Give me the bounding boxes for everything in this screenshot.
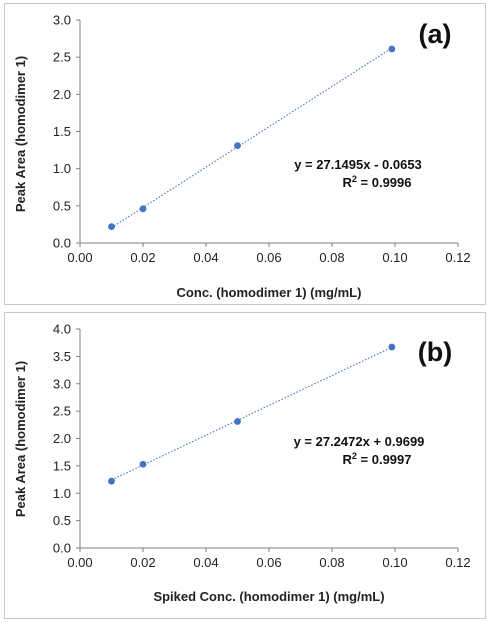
x-tick-label-b: 0.00: [67, 555, 92, 570]
y-tick-label-b: 1.5: [53, 458, 71, 473]
chart-panel-a: 0.0 0.5 1.0 1.5 2.0 2.5 3.0 0.00 0.02 0.04 0.06 0.0…: [4, 3, 486, 305]
trendline-a: [111, 47, 393, 229]
data-point-b: [108, 477, 115, 485]
y-tick-label-a: 2.0: [53, 87, 71, 102]
y-tick-label-b: 0.5: [53, 513, 71, 528]
y-axis-title-b: Peak Area (homodimer 1): [13, 361, 28, 517]
chart-a: 0.0 0.5 1.0 1.5 2.0 2.5 3.0 0.00 0.02 0.04 0.06 0.0…: [13, 13, 471, 301]
x-axis-title-b: Spiked Conc. (homodimer 1) (mg/mL): [153, 589, 384, 604]
x-tick-label-a: 0.12: [445, 250, 470, 265]
r-squared-a: R2 = 0.9996: [343, 174, 412, 190]
x-tick-label-a: 0.10: [382, 250, 407, 265]
data-point-a: [388, 45, 396, 53]
x-tick-label-a: 0.02: [130, 250, 155, 265]
data-point-b: [388, 343, 396, 351]
y-tick-label-a: 1.0: [53, 161, 71, 176]
r-squared-b: R2 = 0.9997: [343, 451, 412, 467]
x-tick-label-a: 0.04: [193, 250, 218, 265]
y-tick-label-b: 3.5: [53, 349, 71, 364]
y-tick-label-a: 3.0: [53, 13, 71, 28]
y-tick-label-a: 0.5: [53, 198, 71, 213]
y-tick-label-b: 2.5: [53, 404, 71, 419]
x-tick-label-a: 0.08: [319, 250, 344, 265]
x-tick-label-b: 0.08: [319, 555, 344, 570]
x-tick-label-b: 0.02: [130, 555, 155, 570]
data-point-b: [139, 460, 147, 468]
y-tick-label-a: 2.5: [53, 50, 71, 65]
trendline-equation-b: y = 27.2472x + 0.9699: [294, 434, 425, 449]
x-tick-label-b: 0.12: [445, 555, 470, 570]
y-tick-label-b: 2.0: [53, 431, 71, 446]
y-tick-label-b: 3.0: [53, 376, 71, 391]
panel-label-a: (a): [419, 19, 452, 49]
y-tick-label-b: 4.0: [53, 322, 71, 337]
x-tick-label-a: 0.00: [67, 250, 92, 265]
data-point-b: [234, 418, 241, 425]
y-tick-label-b: 1.0: [53, 486, 71, 501]
chart-b: 0.0 0.5 1.0 1.5 2.0 2.5 3.0 3.5 4.0 0.00 0.02 0.04 0…: [13, 322, 471, 605]
y-tick-label-b: 0.0: [53, 541, 71, 556]
trendline-equation-a: y = 27.1495x - 0.0653: [294, 157, 422, 172]
x-axis-title-a: Conc. (homodimer 1) (mg/mL): [177, 285, 362, 300]
trendline-b: [111, 346, 393, 481]
data-point-a: [108, 223, 115, 231]
y-tick-label-a: 1.5: [53, 124, 71, 139]
x-tick-label-b: 0.04: [193, 555, 218, 570]
data-point-a: [139, 205, 147, 213]
x-tick-label-a: 0.06: [256, 250, 281, 265]
y-tick-label-a: 0.0: [53, 236, 71, 251]
panel-label-b: (b): [418, 337, 452, 367]
chart-panel-b: 0.0 0.5 1.0 1.5 2.0 2.5 3.0 3.5 4.0 0.00 0.02 0.04 0…: [4, 312, 486, 619]
x-tick-label-b: 0.06: [256, 555, 281, 570]
x-tick-label-b: 0.10: [382, 555, 407, 570]
y-axis-title-a: Peak Area (homodimer 1): [13, 56, 28, 212]
data-point-a: [234, 142, 241, 150]
